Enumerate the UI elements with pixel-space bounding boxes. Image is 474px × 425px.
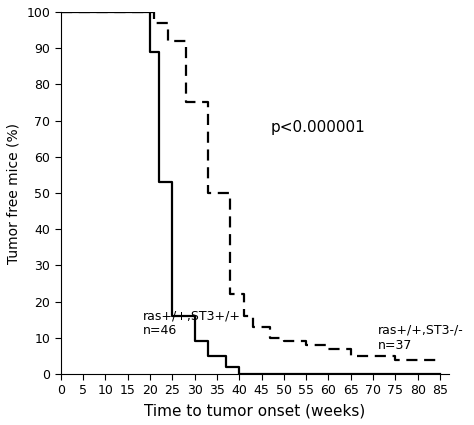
Y-axis label: Tumor free mice (%): Tumor free mice (%): [7, 122, 21, 264]
Text: ras+/+,ST3-/-
n=37: ras+/+,ST3-/- n=37: [377, 324, 463, 352]
X-axis label: Time to tumor onset (weeks): Time to tumor onset (weeks): [144, 403, 365, 418]
Text: p<0.000001: p<0.000001: [271, 120, 365, 135]
Text: ras+/+,ST3+/+
n=46: ras+/+,ST3+/+ n=46: [143, 309, 241, 337]
